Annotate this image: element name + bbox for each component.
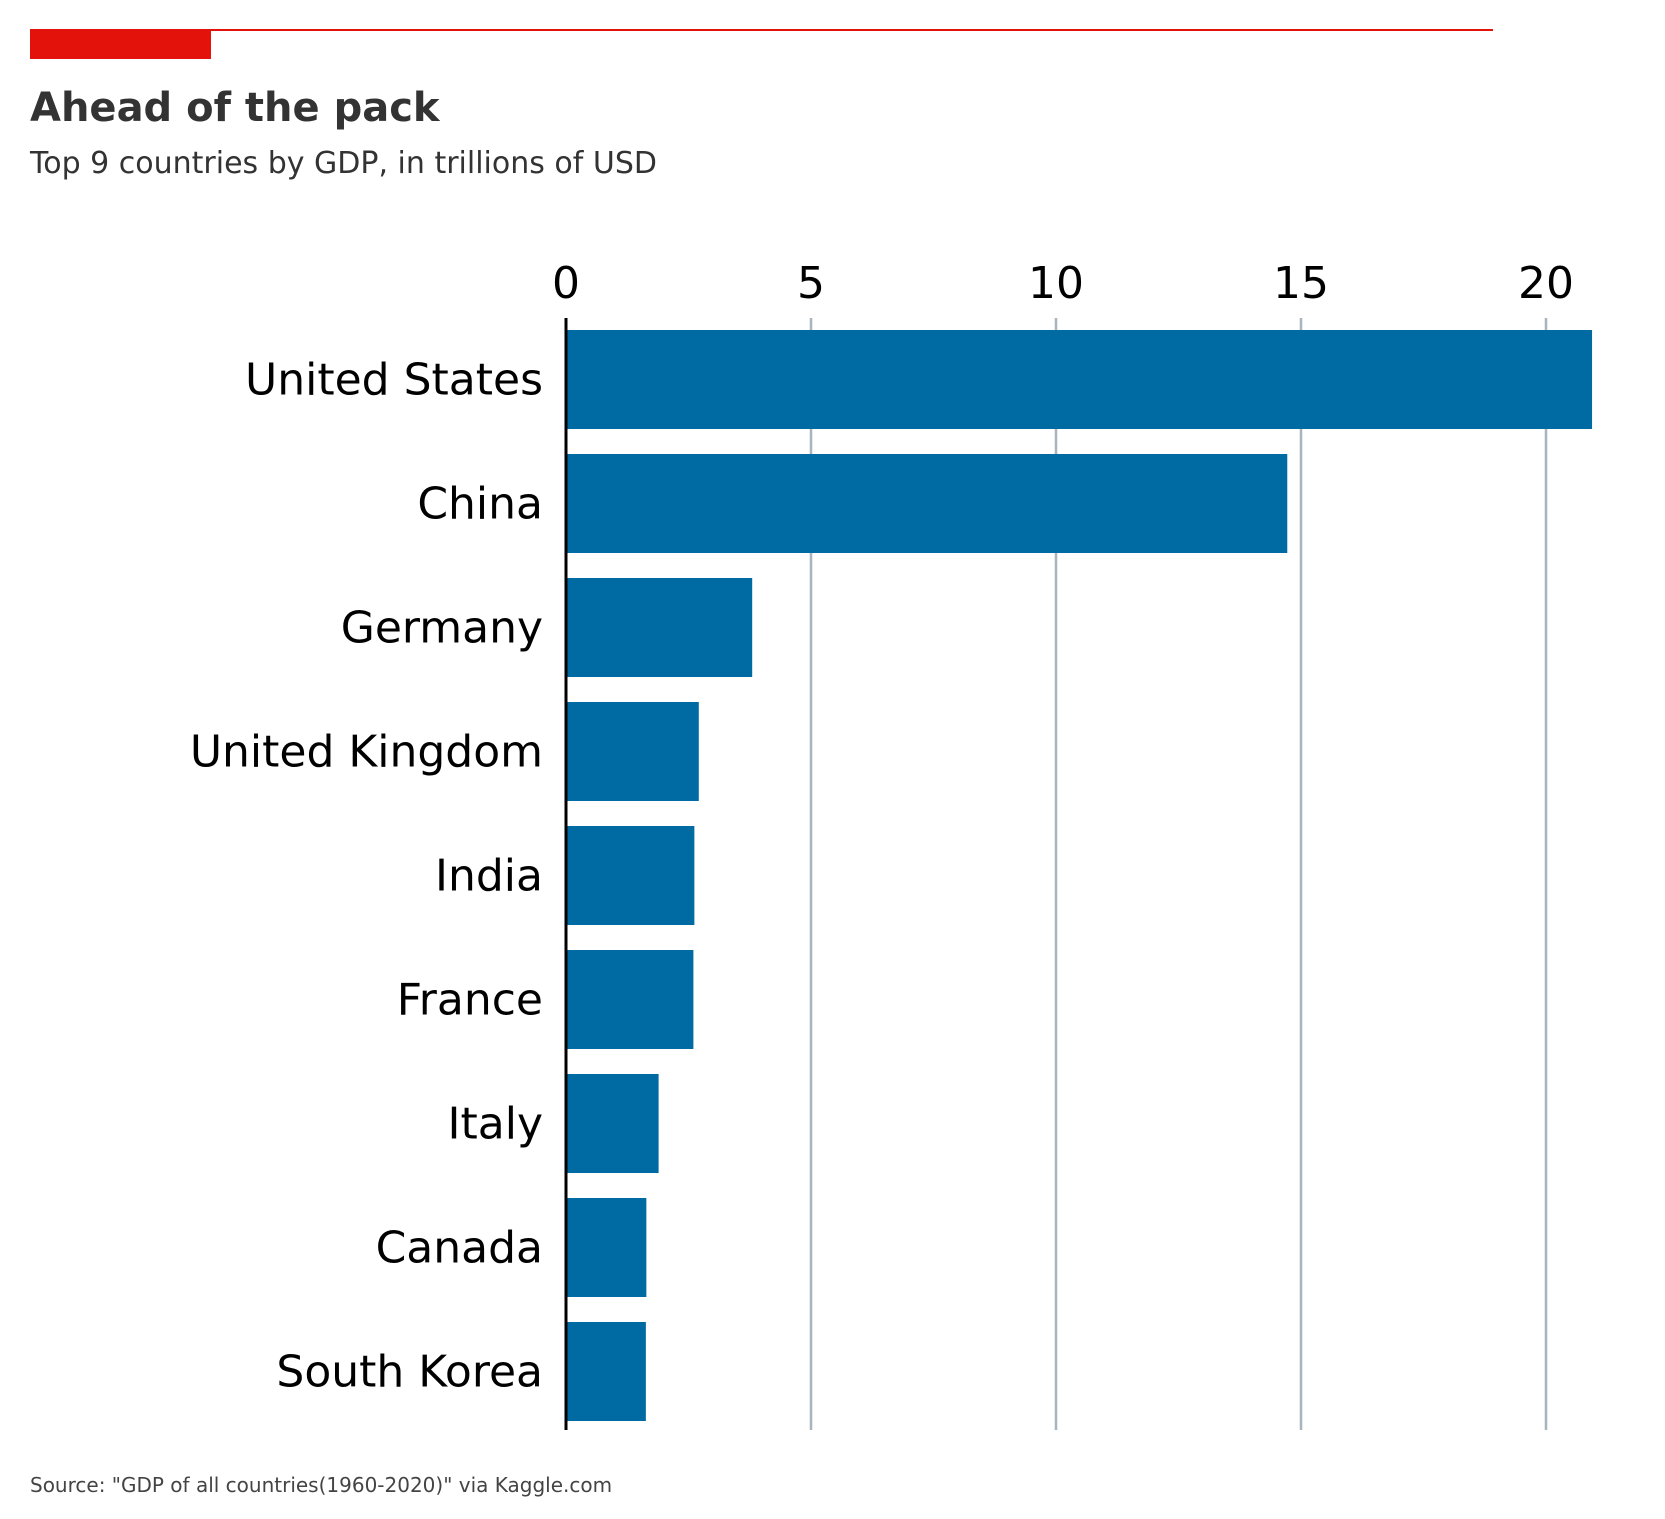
bar xyxy=(567,1074,659,1173)
x-axis-ticks: 0 5 10 15 20 xyxy=(552,258,1574,309)
category-label: Italy xyxy=(448,1099,543,1150)
category-label: France xyxy=(397,975,543,1026)
x-tick-label: 5 xyxy=(797,258,825,309)
x-tick-label: 15 xyxy=(1273,258,1329,309)
bars xyxy=(567,330,1593,1421)
bar xyxy=(567,702,699,801)
bar xyxy=(567,330,1593,429)
category-label: United Kingdom xyxy=(190,727,543,778)
x-tick-label: 20 xyxy=(1518,258,1574,309)
category-labels: United States China Germany United Kingdom I… xyxy=(190,355,543,1398)
bar xyxy=(567,1198,647,1297)
bar xyxy=(567,578,753,677)
category-label: China xyxy=(417,479,543,530)
category-label: Canada xyxy=(376,1223,543,1274)
category-label: India xyxy=(435,851,543,902)
bar xyxy=(567,454,1288,553)
bar xyxy=(567,1322,646,1421)
chart-title: Ahead of the pack xyxy=(30,85,441,131)
x-tick-label: 10 xyxy=(1028,258,1084,309)
header-accent-bar xyxy=(30,30,211,59)
bar xyxy=(567,950,694,1049)
category-label: Germany xyxy=(341,603,543,654)
source-note: Source: "GDP of all countries(1960-2020)… xyxy=(30,1473,612,1497)
category-label: South Korea xyxy=(276,1347,543,1398)
bar xyxy=(567,826,695,925)
category-label: United States xyxy=(245,355,543,406)
x-tick-label: 0 xyxy=(552,258,580,309)
chart-subtitle: Top 9 countries by GDP, in trillions of … xyxy=(29,146,657,181)
